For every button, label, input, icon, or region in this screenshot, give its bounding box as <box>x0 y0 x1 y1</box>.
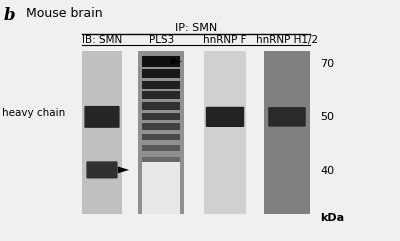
Bar <box>142 81 180 89</box>
Bar <box>142 134 180 140</box>
Text: kDa: kDa <box>320 213 344 223</box>
Bar <box>142 123 180 130</box>
Bar <box>82 51 122 214</box>
Bar <box>138 51 184 214</box>
FancyBboxPatch shape <box>206 107 244 127</box>
Bar <box>142 91 180 99</box>
Bar <box>142 157 180 162</box>
Text: hnRNP F: hnRNP F <box>204 35 247 45</box>
Bar <box>142 145 180 151</box>
Bar <box>204 51 246 214</box>
Bar <box>142 102 180 110</box>
Text: heavy chain: heavy chain <box>2 108 65 118</box>
Text: 40: 40 <box>320 166 334 176</box>
Text: 50: 50 <box>320 112 334 122</box>
Text: IP: SMN: IP: SMN <box>175 23 217 33</box>
Text: IB: SMN: IB: SMN <box>82 35 122 45</box>
Text: PLS3: PLS3 <box>148 35 174 45</box>
FancyBboxPatch shape <box>86 161 118 178</box>
Text: hnRNP H1/2: hnRNP H1/2 <box>256 35 318 45</box>
Text: Mouse brain: Mouse brain <box>22 7 103 20</box>
Bar <box>142 161 180 214</box>
Text: 70: 70 <box>320 59 334 69</box>
Bar <box>142 56 180 67</box>
FancyBboxPatch shape <box>268 107 306 127</box>
FancyBboxPatch shape <box>84 106 120 128</box>
Polygon shape <box>118 167 129 173</box>
Bar <box>264 51 310 214</box>
Text: b: b <box>4 7 16 24</box>
Bar <box>142 113 180 120</box>
Bar <box>142 69 180 78</box>
Polygon shape <box>170 58 182 65</box>
